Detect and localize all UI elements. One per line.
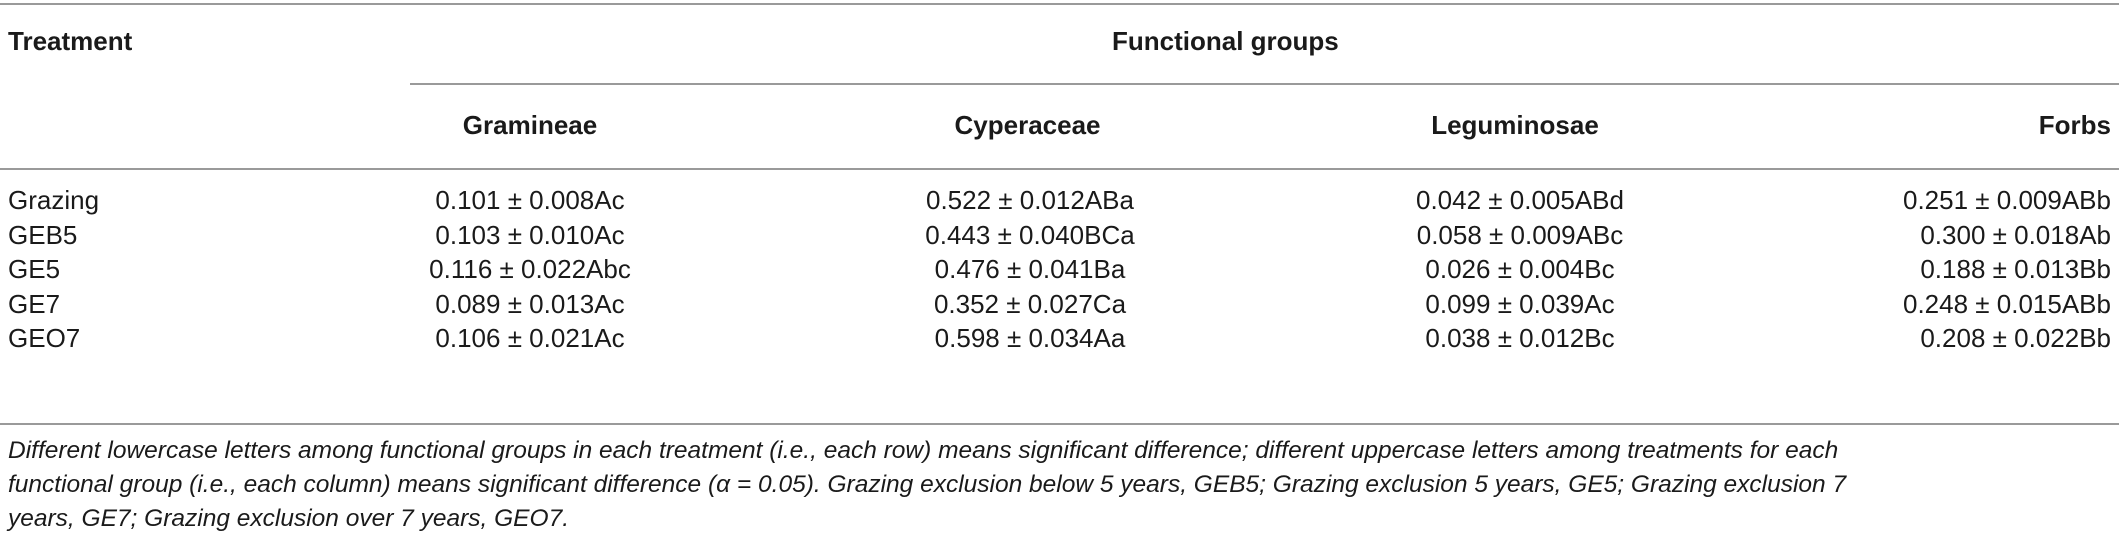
table-cell: 0.443 ± 0.040BCa — [925, 220, 1135, 250]
table-cell: 0.522 ± 0.012ABa — [926, 185, 1134, 215]
table-cell: 0.042 ± 0.005ABd — [1416, 185, 1624, 215]
table-bottom-rule — [0, 423, 2119, 425]
row-label: GE7 — [8, 289, 61, 319]
row-label: Grazing — [8, 185, 100, 215]
table-cell: 0.058 ± 0.009ABc — [1416, 220, 1624, 250]
footnote-line: years, GE7; Grazing exclusion over 7 yea… — [8, 505, 570, 532]
table-cell: 0.103 ± 0.010Ac — [435, 220, 625, 250]
column-header-forbs: Forbs — [2038, 110, 2111, 140]
column-header-gramineae: Gramineae — [462, 110, 598, 140]
table-cell: 0.598 ± 0.034Aa — [934, 323, 1126, 353]
table-cell: 0.106 ± 0.021Ac — [435, 323, 625, 353]
table-cell: 0.101 ± 0.008Ac — [435, 185, 625, 215]
table-footnote: Different lowercase letters among functi… — [8, 434, 2108, 536]
table-cell: 0.188 ± 0.013Bb — [1920, 254, 2111, 284]
table-cell: 0.026 ± 0.004Bc — [1425, 254, 1615, 284]
header-functional-groups: Functional groups — [1112, 26, 1339, 56]
table-cell: 0.300 ± 0.018Ab — [1920, 220, 2111, 250]
table-cell: 0.476 ± 0.041Ba — [934, 254, 1126, 284]
table-cell: 0.352 ± 0.027Ca — [933, 289, 1127, 319]
row-label: GEB5 — [8, 220, 78, 250]
header-bottom-rule — [0, 168, 2119, 170]
row-label: GE5 — [8, 254, 61, 284]
row-label: GEO7 — [8, 323, 81, 353]
table-cell: 0.251 ± 0.009ABb — [1903, 185, 2111, 215]
table-cell: 0.038 ± 0.012Bc — [1425, 323, 1615, 353]
footnote-line: functional group (i.e., each column) mea… — [8, 471, 1847, 498]
table-cell: 0.248 ± 0.015ABb — [1903, 289, 2111, 319]
table-cell: 0.208 ± 0.022Bb — [1920, 323, 2111, 353]
table-cell: 0.116 ± 0.022Abc — [429, 254, 631, 284]
header-treatment: Treatment — [8, 26, 133, 56]
table-top-rule — [0, 3, 2119, 5]
header-group-rule — [410, 83, 2119, 85]
table-cell: 0.089 ± 0.013Ac — [435, 289, 625, 319]
table-cell: 0.099 ± 0.039Ac — [1425, 289, 1615, 319]
footnote-line: Different lowercase letters among functi… — [8, 437, 1839, 464]
column-header-leguminosae: Leguminosae — [1431, 110, 1599, 140]
column-header-cyperaceae: Cyperaceae — [954, 110, 1101, 140]
